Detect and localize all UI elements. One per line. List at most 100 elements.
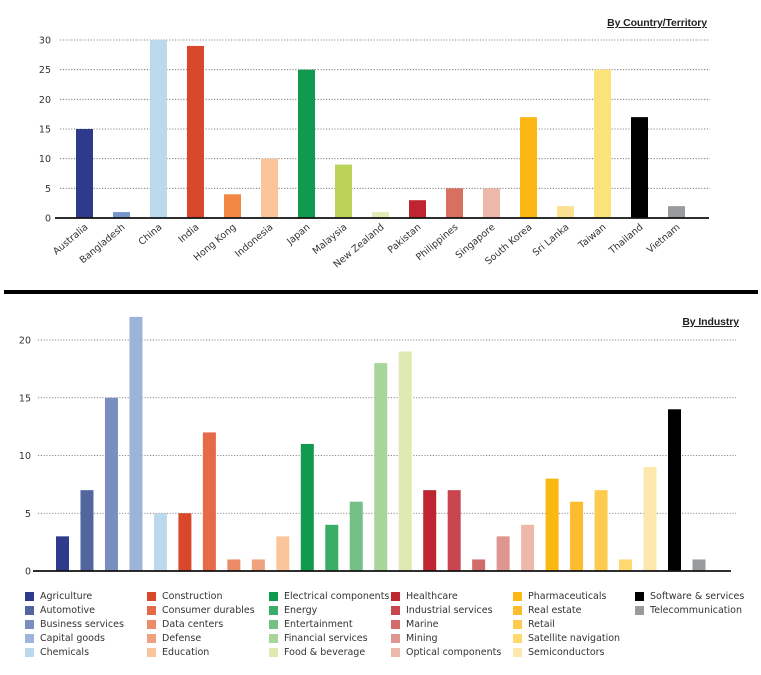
y-tick-label: 25 — [39, 65, 51, 76]
legend-column: Software & services Telecommunication — [635, 589, 744, 617]
x-tick-label: China — [137, 222, 165, 248]
legend-label: Financial services — [284, 632, 368, 644]
bar — [594, 69, 611, 219]
bar — [153, 513, 167, 571]
bar — [545, 478, 559, 571]
bar — [372, 212, 389, 218]
bar — [668, 206, 685, 218]
bar — [76, 129, 93, 218]
legend-item: Chemicals — [25, 645, 124, 659]
bar — [325, 524, 339, 571]
legend-label: Mining — [406, 632, 438, 644]
bar — [472, 559, 486, 571]
y-tick-label: 15 — [19, 393, 31, 404]
legend-label: Construction — [162, 590, 223, 602]
y-tick-label: 5 — [25, 509, 31, 520]
industry-chart-title: By Industry — [682, 316, 739, 328]
legend-label: Healthcare — [406, 590, 458, 602]
legend-item: Energy — [269, 603, 389, 617]
legend-item: Software & services — [635, 589, 744, 603]
legend-swatch — [391, 619, 400, 629]
legend-label: Business services — [40, 618, 124, 630]
legend-swatch — [269, 591, 278, 601]
legend-item: Marine — [391, 617, 501, 631]
legend-column: Agriculture Automotive Business services Ca… — [25, 589, 124, 659]
legend-label: Capital goods — [40, 632, 105, 644]
bar — [496, 536, 510, 571]
legend-label: Chemicals — [40, 646, 90, 658]
bar — [446, 188, 463, 218]
legend-swatch — [391, 605, 400, 615]
legend-item: Entertainment — [269, 617, 389, 631]
legend-label: Real estate — [528, 604, 582, 616]
legend-item: Satellite navigation — [513, 631, 620, 645]
legend-item: Industrial services — [391, 603, 501, 617]
legend-swatch — [513, 605, 522, 615]
bar — [298, 69, 315, 219]
legend-swatch — [391, 591, 400, 601]
legend-swatch — [635, 591, 644, 601]
legend-label: Defense — [162, 632, 202, 644]
x-tick-label: Vietnam — [645, 222, 682, 256]
bar — [483, 188, 500, 218]
bar — [619, 559, 633, 571]
legend-swatch — [25, 633, 34, 643]
bar — [594, 490, 608, 571]
legend-label: Consumer durables — [162, 604, 255, 616]
legend-label: Entertainment — [284, 618, 353, 630]
legend-item: Telecommunication — [635, 603, 744, 617]
legend-item: Consumer durables — [147, 603, 255, 617]
legend-column: Healthcare Industrial services Marine Minin… — [391, 589, 501, 659]
bar — [56, 536, 69, 571]
legend-item: Business services — [25, 617, 124, 631]
x-tick-label: Indonesia — [233, 222, 275, 260]
legend-label: Semiconductors — [528, 646, 605, 658]
y-tick-label: 30 — [39, 36, 51, 47]
legend-item: Education — [147, 645, 255, 659]
legend-swatch — [635, 605, 644, 615]
legend-swatch — [513, 647, 522, 657]
legend-swatch — [391, 633, 400, 643]
bar — [423, 490, 437, 571]
legend-label: Energy — [284, 604, 318, 616]
y-tick-label: 20 — [39, 95, 51, 106]
bar — [187, 45, 204, 218]
bar — [224, 194, 241, 218]
legend-label: Retail — [528, 618, 555, 630]
legend-item: Automotive — [25, 603, 124, 617]
x-tick-label: Thailand — [606, 222, 645, 257]
bar — [261, 158, 278, 218]
bar — [80, 490, 94, 571]
legend-item: Financial services — [269, 631, 389, 645]
legend-swatch — [147, 633, 156, 643]
legend-column: Construction Consumer durables Data center… — [147, 589, 255, 659]
bar — [398, 351, 412, 571]
legend-swatch — [269, 605, 278, 615]
legend-label: Education — [162, 646, 210, 658]
legend-swatch — [269, 633, 278, 643]
bar — [178, 513, 192, 571]
legend-swatch — [513, 591, 522, 601]
legend-item: Food & beverage — [269, 645, 389, 659]
bar — [409, 200, 426, 218]
bar — [129, 316, 143, 571]
legend-item: Retail — [513, 617, 620, 631]
y-tick-label: 0 — [45, 214, 51, 225]
legend-label: Software & services — [650, 590, 745, 602]
legend-label: Automotive — [40, 604, 95, 616]
bar — [557, 206, 574, 218]
legend-item: Agriculture — [25, 589, 124, 603]
x-tick-label: Sri Lanka — [531, 222, 572, 259]
bar — [692, 559, 706, 571]
bar — [447, 490, 461, 571]
y-tick-label: 5 — [45, 184, 51, 195]
legend-swatch — [391, 647, 400, 657]
legend-swatch — [25, 619, 34, 629]
legend-item: Electrical components — [269, 589, 389, 603]
country-chart-title: By Country/Territory — [607, 17, 707, 29]
x-tick-label: India — [176, 222, 201, 245]
legend-label: Optical components — [406, 646, 502, 658]
legend-item: Pharmaceuticals — [513, 589, 620, 603]
y-tick-label: 15 — [39, 125, 51, 136]
